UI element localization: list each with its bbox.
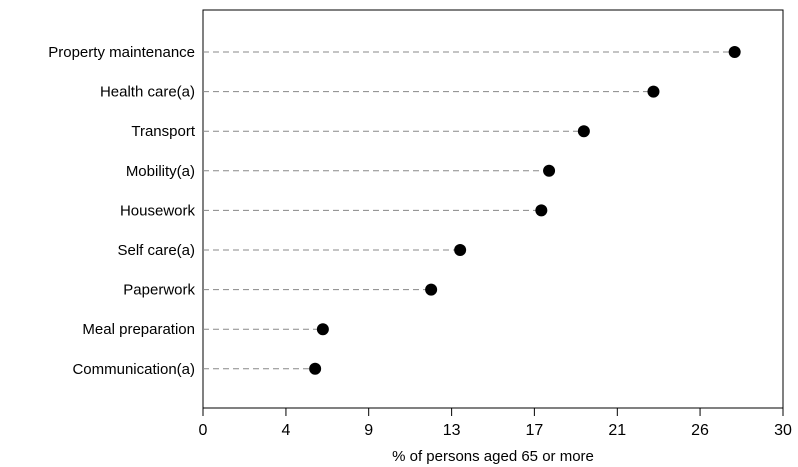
data-point [728,46,741,58]
category-labels: Property maintenance Health care(a) Transp… [48,44,196,378]
x-tick-label: 26 [691,422,709,439]
data-point [647,85,660,98]
x-tick-label: 4 [281,422,290,439]
data-point [425,283,438,296]
data-point [454,244,467,256]
data-point [316,323,329,336]
category-label: Self care(a) [117,242,195,259]
x-tick-label: 13 [443,422,461,439]
category-label: Health care(a) [100,84,195,101]
category-label: Property maintenance [48,44,195,61]
category-label: Mobility(a) [126,163,195,180]
x-tick-label: 0 [199,422,208,439]
x-axis-ticks: 0 4 9 13 17 21 26 30 [199,408,792,439]
category-label: Transport [131,123,195,140]
category-label: Paperwork [123,282,195,299]
plot-frame [202,9,784,409]
x-axis-title: % of persons aged 65 or more [392,448,594,465]
x-tick-label: 21 [608,422,626,439]
data-points [309,46,741,375]
x-tick-label: 17 [525,422,543,439]
data-point [309,362,322,375]
data-point [535,204,548,217]
data-point [577,125,590,138]
category-label: Meal preparation [82,321,195,338]
x-tick-label: 9 [364,422,373,439]
category-label: Housework [120,202,196,219]
category-label: Communication(a) [72,361,195,378]
leader-lines [203,51,735,370]
x-tick-label: 30 [774,422,792,439]
data-point [543,164,556,177]
